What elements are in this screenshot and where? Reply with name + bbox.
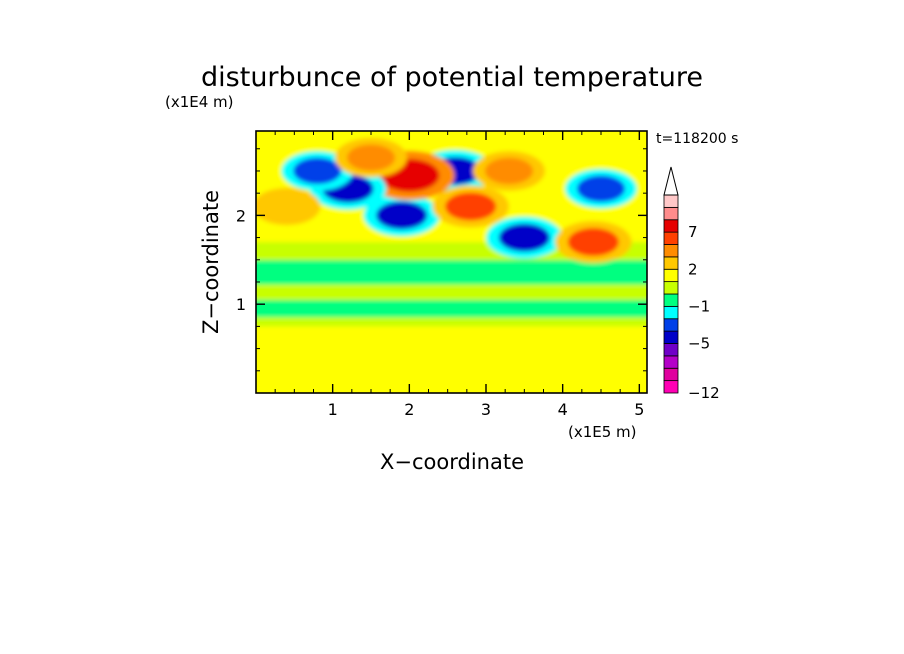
x-tick-label: 3 — [481, 400, 491, 419]
colorbar-swatch — [663, 231, 679, 245]
plot-frame — [255, 130, 648, 394]
field-blob — [293, 157, 342, 185]
colorbar-swatch — [663, 268, 679, 283]
field-blob — [264, 194, 310, 219]
colorbar-swatch — [663, 194, 679, 208]
colorbar-swatch — [663, 206, 679, 221]
field-band — [256, 299, 647, 318]
x-axis: 1 2 3 4 5 — [274, 131, 644, 419]
time-label: t=118200 s — [656, 131, 738, 147]
x-tick-label: 1 — [328, 400, 338, 419]
y-tick-label: 1 — [236, 295, 246, 314]
colorbar-tick-label: −1 — [688, 297, 710, 315]
field-band — [256, 284, 647, 300]
field-blob — [577, 175, 625, 202]
colorbar-swatch — [663, 293, 679, 307]
colorbar-tick-label: 7 — [688, 223, 698, 241]
colorbar: −12−5−127 — [663, 166, 720, 402]
colorbar-swatch — [663, 281, 679, 295]
field-blob — [445, 192, 497, 221]
field-blob — [498, 223, 550, 252]
colorbar-swatch — [663, 244, 679, 258]
colorbar-swatch — [663, 355, 679, 369]
y-axis-label: Z−coordinate — [199, 190, 223, 334]
colorbar-tick-label: −12 — [688, 384, 720, 402]
colorbar-swatch — [663, 330, 679, 344]
field-band — [256, 326, 647, 393]
field-blob — [347, 144, 395, 171]
colorbar-swatch — [663, 219, 679, 233]
colorbar-swatch — [663, 343, 679, 357]
colorbar-extend-arrow — [663, 166, 679, 196]
x-tick-label: 2 — [404, 400, 414, 419]
field-blob — [567, 228, 619, 257]
colorbar-swatch — [663, 305, 679, 320]
y-axis: 12 — [236, 148, 647, 372]
chart-title: disturbunce of potential temperature — [201, 62, 703, 93]
colorbar-tick-label: −5 — [688, 335, 710, 353]
x-tick-label: 4 — [558, 400, 568, 419]
y-unit-label: (x1E4 m) — [165, 93, 234, 111]
contour-field — [256, 131, 647, 393]
y-tick-label: 2 — [236, 206, 246, 225]
colorbar-swatch — [663, 256, 679, 270]
field-band — [256, 259, 647, 285]
colorbar-swatch — [663, 380, 679, 394]
x-unit-label: (x1E5 m) — [568, 423, 637, 441]
x-tick-label: 5 — [634, 400, 644, 419]
colorbar-tick-label: 2 — [688, 260, 698, 278]
field-blob — [485, 157, 533, 185]
x-axis-label: X−coordinate — [380, 450, 524, 474]
field-blob — [376, 201, 428, 230]
field-band — [256, 317, 647, 327]
colorbar-swatch — [663, 367, 679, 382]
plot-area — [256, 131, 647, 393]
colorbar-swatch — [663, 318, 679, 332]
